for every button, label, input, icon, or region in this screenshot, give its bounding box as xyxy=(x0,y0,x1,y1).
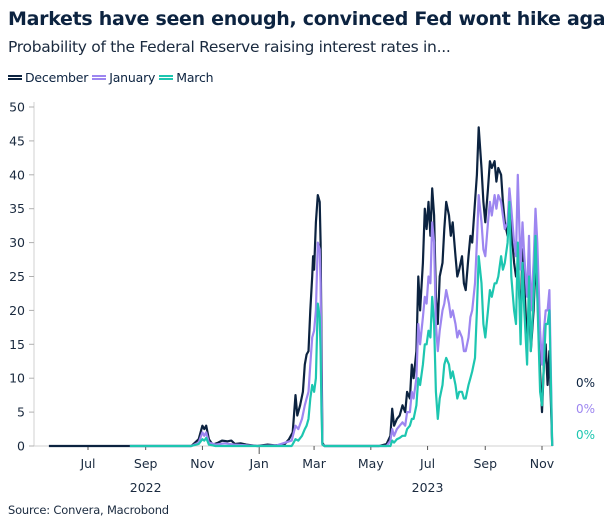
y-tick-label: 40 xyxy=(9,167,25,182)
x-tick-label: May xyxy=(358,456,384,471)
legend-item-december: December xyxy=(8,70,88,85)
y-tick-label: 35 xyxy=(9,201,25,216)
legend-label-december: December xyxy=(25,70,89,85)
source-note: Source: Convera, Macrobond xyxy=(8,503,169,517)
x-tick-label: Sep xyxy=(134,456,158,471)
series-line-march xyxy=(129,200,554,448)
legend-item-january: January xyxy=(92,70,155,85)
chart-subtitle: Probability of the Federal Reserve raisi… xyxy=(8,38,451,56)
end-label-march: 0% xyxy=(576,428,595,442)
x-tick-label: Jan xyxy=(249,456,269,471)
series-line-january xyxy=(129,173,554,448)
y-tick-label: 10 xyxy=(9,371,25,386)
legend-label-march: March xyxy=(176,70,214,85)
x-tick-label: Nov xyxy=(530,456,555,471)
legend: December January March xyxy=(8,70,214,85)
y-tick-label: 25 xyxy=(9,269,25,284)
end-label-december: 0% xyxy=(576,376,595,390)
y-tick-label: 50 xyxy=(9,100,25,115)
x-year-label: 2022 xyxy=(130,480,162,495)
x-year-label: 2023 xyxy=(412,480,444,495)
legend-swatch-march xyxy=(159,75,174,80)
x-tick-label: Mar xyxy=(302,456,326,471)
end-label-january: 0% xyxy=(576,402,595,416)
y-tick-label: 20 xyxy=(9,303,25,318)
y-tick-label: 15 xyxy=(9,337,25,352)
legend-item-march: March xyxy=(159,70,214,85)
legend-label-january: January xyxy=(109,70,156,85)
y-tick-label: 0 xyxy=(17,439,25,454)
y-tick-label: 30 xyxy=(9,235,25,250)
x-tick-label: Sep xyxy=(473,456,497,471)
x-tick-label: Nov xyxy=(190,456,215,471)
x-tick-label: Jul xyxy=(79,456,95,471)
chart-title: Markets have seen enough, convinced Fed … xyxy=(8,8,604,30)
y-tick-label: 5 xyxy=(17,405,25,420)
legend-swatch-january xyxy=(92,75,107,80)
legend-swatch-december xyxy=(8,75,22,80)
x-tick-label: Jul xyxy=(419,456,435,471)
y-tick-label: 45 xyxy=(9,133,25,148)
